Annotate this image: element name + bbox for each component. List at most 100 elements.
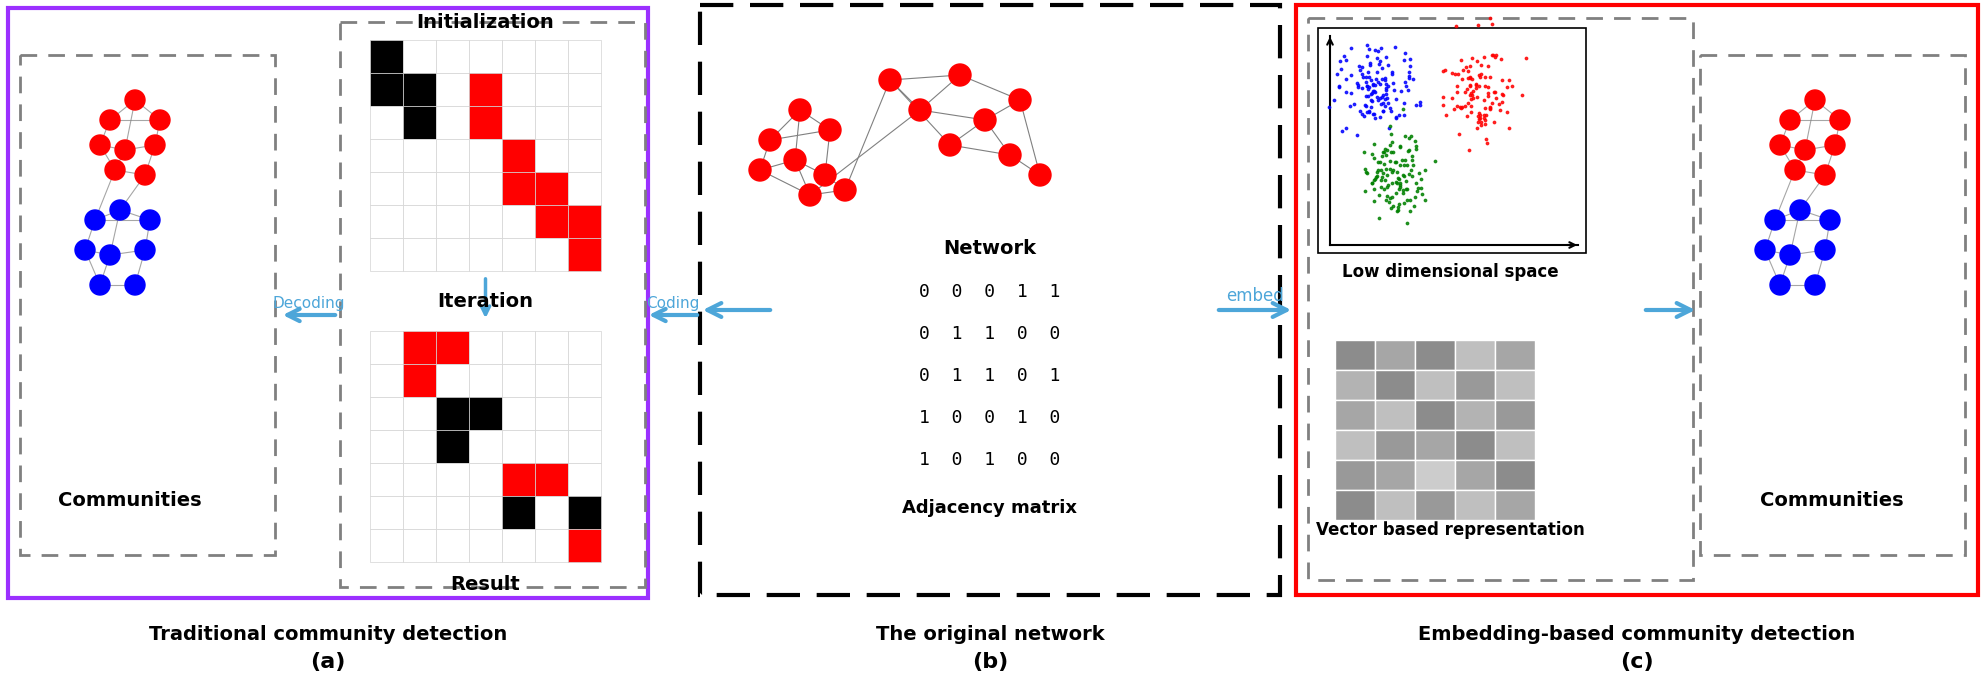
Point bbox=[1379, 156, 1411, 167]
Point bbox=[1359, 86, 1391, 97]
Bar bbox=[536, 397, 567, 430]
Point bbox=[1456, 89, 1488, 100]
Point bbox=[1389, 176, 1421, 187]
Bar bbox=[8, 8, 649, 598]
Point bbox=[1444, 102, 1476, 113]
Bar bbox=[436, 331, 468, 364]
Point bbox=[1377, 165, 1409, 176]
Point bbox=[1369, 147, 1401, 158]
Point bbox=[1389, 154, 1421, 165]
Point bbox=[1373, 180, 1405, 191]
Point bbox=[1393, 132, 1425, 143]
Bar bbox=[1415, 340, 1454, 370]
Circle shape bbox=[115, 140, 135, 160]
Point bbox=[1389, 131, 1421, 142]
Bar bbox=[1454, 340, 1496, 370]
Point bbox=[1405, 97, 1436, 108]
Bar bbox=[1454, 400, 1496, 430]
Point bbox=[1442, 69, 1474, 80]
Point bbox=[1367, 147, 1399, 158]
Point bbox=[1365, 182, 1397, 193]
Circle shape bbox=[75, 240, 95, 260]
Point bbox=[1428, 65, 1460, 76]
Bar bbox=[536, 496, 567, 529]
Point bbox=[1363, 59, 1395, 70]
Point bbox=[1476, 50, 1508, 61]
Point bbox=[1381, 112, 1413, 123]
Point bbox=[1349, 99, 1381, 110]
Point bbox=[1353, 43, 1385, 54]
Bar bbox=[403, 529, 436, 562]
Point bbox=[1468, 112, 1500, 123]
Point bbox=[1375, 203, 1407, 214]
Point bbox=[1480, 49, 1512, 60]
Bar bbox=[1317, 28, 1585, 253]
Point bbox=[1363, 77, 1395, 88]
Point bbox=[1403, 168, 1434, 179]
Circle shape bbox=[1815, 165, 1835, 185]
Bar bbox=[369, 364, 403, 397]
Point bbox=[1401, 141, 1432, 152]
Bar bbox=[403, 238, 436, 271]
Circle shape bbox=[1030, 164, 1052, 186]
Bar bbox=[502, 73, 536, 106]
Point bbox=[1331, 54, 1363, 65]
Point bbox=[1393, 145, 1425, 156]
Point bbox=[1351, 50, 1383, 61]
Bar bbox=[403, 496, 436, 529]
Point bbox=[1353, 67, 1385, 78]
Point bbox=[1460, 92, 1492, 103]
Bar bbox=[536, 73, 567, 106]
Bar bbox=[1375, 340, 1415, 370]
Bar bbox=[567, 139, 601, 172]
Point bbox=[1369, 93, 1401, 104]
Circle shape bbox=[1825, 135, 1845, 155]
Point bbox=[1371, 194, 1403, 205]
Text: Initialization: Initialization bbox=[417, 12, 554, 32]
Point bbox=[1355, 102, 1387, 113]
Circle shape bbox=[141, 210, 161, 230]
Text: Coding: Coding bbox=[647, 296, 700, 311]
Bar bbox=[1307, 18, 1692, 580]
Point bbox=[1359, 113, 1391, 124]
Point bbox=[1391, 183, 1423, 194]
Bar bbox=[1496, 400, 1536, 430]
Point bbox=[1373, 196, 1405, 207]
Point bbox=[1405, 183, 1436, 194]
Point bbox=[1349, 166, 1381, 177]
Circle shape bbox=[109, 200, 131, 220]
Point bbox=[1387, 154, 1419, 165]
Point bbox=[1460, 79, 1492, 90]
Circle shape bbox=[1829, 110, 1849, 130]
Bar bbox=[436, 40, 468, 73]
Circle shape bbox=[1770, 135, 1790, 155]
Point bbox=[1323, 55, 1355, 66]
Point bbox=[1395, 205, 1426, 216]
Bar bbox=[403, 430, 436, 463]
Point bbox=[1363, 189, 1395, 200]
Point bbox=[1484, 104, 1516, 115]
Text: (b): (b) bbox=[972, 652, 1008, 672]
Bar bbox=[403, 139, 436, 172]
Bar bbox=[468, 397, 502, 430]
Point bbox=[1468, 71, 1500, 82]
Point bbox=[1466, 116, 1498, 127]
Bar bbox=[369, 106, 403, 139]
Bar bbox=[567, 238, 601, 271]
Bar bbox=[1496, 340, 1536, 370]
Point bbox=[1351, 39, 1383, 50]
Point bbox=[1391, 194, 1423, 205]
Point bbox=[1397, 159, 1428, 170]
Point bbox=[1399, 100, 1430, 111]
Point bbox=[1335, 43, 1367, 54]
Bar bbox=[468, 106, 502, 139]
Bar bbox=[468, 139, 502, 172]
Bar bbox=[1454, 460, 1496, 490]
Point bbox=[1436, 92, 1468, 103]
Bar bbox=[468, 73, 502, 106]
Point bbox=[1357, 86, 1389, 97]
Point bbox=[1323, 81, 1355, 92]
Point bbox=[1452, 83, 1484, 94]
Point bbox=[1488, 89, 1520, 100]
Circle shape bbox=[125, 90, 145, 110]
